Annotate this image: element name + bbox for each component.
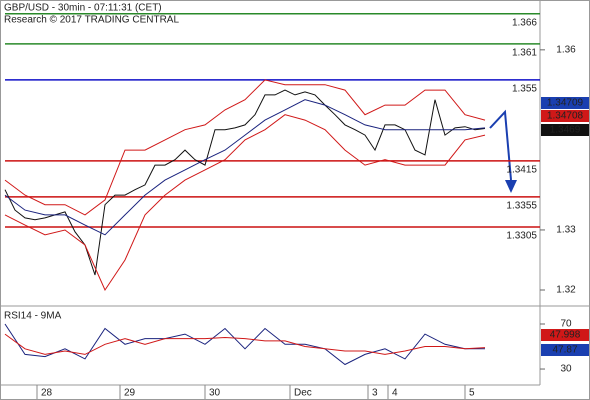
- x-tick-label: 30: [209, 388, 221, 399]
- y-tick-label: 70: [560, 319, 572, 330]
- y-tick-label: 1.32: [556, 285, 576, 296]
- forecast-arrow: [489, 109, 512, 181]
- x-tick-label: 3: [372, 388, 378, 399]
- y-tick-label: 1.36: [556, 44, 576, 55]
- level-label: 1.366: [512, 17, 537, 28]
- level-label: 1.355: [512, 83, 537, 94]
- price-label: 1.34709: [547, 98, 584, 109]
- level-label: 1.3415: [506, 165, 537, 176]
- series-line: [4, 99, 486, 236]
- y-tick-label: 1.33: [556, 225, 576, 236]
- forecast-arrowhead: [505, 180, 517, 193]
- price-label-box: [541, 329, 589, 341]
- series-line: [4, 79, 486, 216]
- x-tick-label: 5: [469, 388, 475, 399]
- series-line: [4, 114, 486, 292]
- price-label-box: [541, 124, 589, 136]
- price-label-box: [541, 344, 589, 356]
- level-label: 1.3305: [506, 231, 537, 242]
- price-label: 47.87: [552, 345, 577, 356]
- x-tick-label: 4: [392, 388, 398, 399]
- price-label: 1.3469: [550, 125, 581, 136]
- level-label: 1.3355: [506, 201, 537, 212]
- x-tick-label: Dec: [294, 388, 312, 399]
- series-line: [4, 333, 486, 355]
- x-tick-label: 29: [124, 388, 136, 399]
- x-tick-label: 28: [41, 388, 53, 399]
- chart-subtitle: Research © 2017 TRADING CENTRAL: [4, 15, 179, 26]
- price-label: 47.998: [550, 330, 581, 341]
- price-label-box: [541, 97, 589, 109]
- price-label-box: [541, 110, 589, 122]
- chart-title: GBP/USD - 30min - 07:11:31 (CET): [4, 3, 162, 14]
- series-line: [4, 323, 485, 366]
- level-label: 1.361: [512, 47, 537, 58]
- y-tick-label: 30: [560, 364, 572, 375]
- panel-title: RSI14 - 9MA: [4, 311, 62, 322]
- price-label: 1.34708: [547, 111, 584, 122]
